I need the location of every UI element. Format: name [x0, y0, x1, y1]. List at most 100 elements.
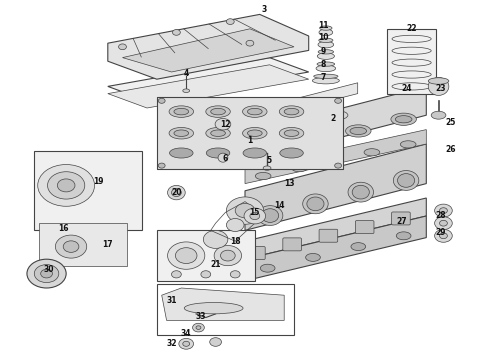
Ellipse shape: [396, 232, 411, 240]
Ellipse shape: [218, 153, 228, 162]
Text: 30: 30: [44, 266, 54, 274]
Ellipse shape: [352, 185, 369, 199]
Circle shape: [215, 118, 231, 130]
Circle shape: [435, 204, 452, 217]
Text: 4: 4: [184, 69, 189, 78]
Circle shape: [226, 19, 234, 24]
Circle shape: [196, 326, 201, 329]
Text: 20: 20: [171, 188, 182, 197]
Circle shape: [48, 172, 85, 199]
Ellipse shape: [400, 141, 416, 148]
Ellipse shape: [316, 65, 336, 72]
Ellipse shape: [395, 116, 412, 123]
Ellipse shape: [247, 130, 262, 136]
Ellipse shape: [280, 148, 303, 158]
Ellipse shape: [184, 302, 243, 314]
Ellipse shape: [303, 194, 328, 214]
Bar: [157, 97, 343, 169]
Ellipse shape: [284, 108, 299, 115]
Ellipse shape: [243, 106, 267, 117]
Circle shape: [230, 271, 240, 278]
Ellipse shape: [391, 113, 416, 125]
Text: 32: 32: [166, 339, 177, 348]
Ellipse shape: [247, 108, 262, 115]
Ellipse shape: [257, 206, 283, 225]
Text: 19: 19: [93, 177, 103, 186]
Circle shape: [226, 197, 264, 224]
Ellipse shape: [243, 148, 267, 158]
Ellipse shape: [263, 166, 271, 170]
Bar: [387, 29, 436, 94]
FancyBboxPatch shape: [246, 247, 265, 260]
Ellipse shape: [350, 127, 367, 135]
Ellipse shape: [168, 185, 185, 200]
Circle shape: [335, 163, 342, 168]
Circle shape: [435, 217, 452, 230]
Ellipse shape: [300, 136, 326, 149]
Ellipse shape: [260, 264, 275, 272]
Circle shape: [210, 338, 221, 346]
Circle shape: [226, 219, 244, 231]
Text: 15: 15: [249, 208, 260, 217]
Polygon shape: [245, 216, 426, 281]
Ellipse shape: [397, 174, 415, 187]
Circle shape: [63, 241, 79, 252]
Text: 8: 8: [321, 60, 326, 69]
Text: 29: 29: [436, 228, 446, 237]
Ellipse shape: [428, 77, 449, 95]
Ellipse shape: [255, 172, 271, 180]
Bar: [39, 223, 127, 266]
Text: 11: 11: [318, 21, 329, 30]
Ellipse shape: [174, 130, 189, 136]
Circle shape: [172, 30, 180, 35]
Text: 24: 24: [401, 84, 412, 93]
Circle shape: [440, 208, 447, 213]
FancyBboxPatch shape: [283, 238, 301, 251]
Text: 26: 26: [445, 145, 456, 154]
Circle shape: [440, 233, 447, 239]
Text: 2: 2: [331, 114, 336, 123]
Circle shape: [57, 179, 75, 192]
Ellipse shape: [284, 130, 299, 136]
Circle shape: [246, 40, 254, 46]
Ellipse shape: [364, 149, 380, 156]
Bar: [34, 151, 142, 230]
Ellipse shape: [292, 165, 307, 172]
Ellipse shape: [183, 89, 190, 93]
Circle shape: [193, 323, 204, 332]
Ellipse shape: [279, 106, 304, 117]
Circle shape: [220, 250, 235, 261]
Ellipse shape: [328, 157, 343, 164]
Text: 9: 9: [321, 46, 326, 55]
Text: 3: 3: [262, 4, 267, 13]
Ellipse shape: [172, 189, 181, 197]
Ellipse shape: [319, 38, 333, 42]
Ellipse shape: [255, 148, 280, 161]
Ellipse shape: [319, 29, 333, 36]
Circle shape: [183, 341, 190, 346]
Circle shape: [201, 271, 211, 278]
Circle shape: [38, 165, 95, 206]
Text: 12: 12: [220, 120, 231, 129]
Bar: [157, 284, 294, 335]
Ellipse shape: [318, 53, 335, 59]
Polygon shape: [245, 83, 358, 122]
Polygon shape: [162, 288, 284, 320]
Circle shape: [34, 265, 59, 283]
Ellipse shape: [206, 106, 230, 117]
Circle shape: [250, 212, 260, 220]
Ellipse shape: [431, 111, 446, 119]
Circle shape: [214, 246, 242, 266]
Text: 17: 17: [102, 240, 113, 249]
Circle shape: [175, 248, 197, 264]
Ellipse shape: [262, 209, 279, 222]
Ellipse shape: [348, 182, 373, 202]
Polygon shape: [108, 58, 309, 101]
Text: 21: 21: [210, 260, 221, 269]
Text: 18: 18: [230, 237, 241, 246]
Text: 16: 16: [58, 224, 69, 233]
Text: 13: 13: [284, 179, 294, 188]
Circle shape: [203, 230, 228, 248]
Ellipse shape: [345, 125, 371, 137]
Polygon shape: [245, 198, 426, 259]
